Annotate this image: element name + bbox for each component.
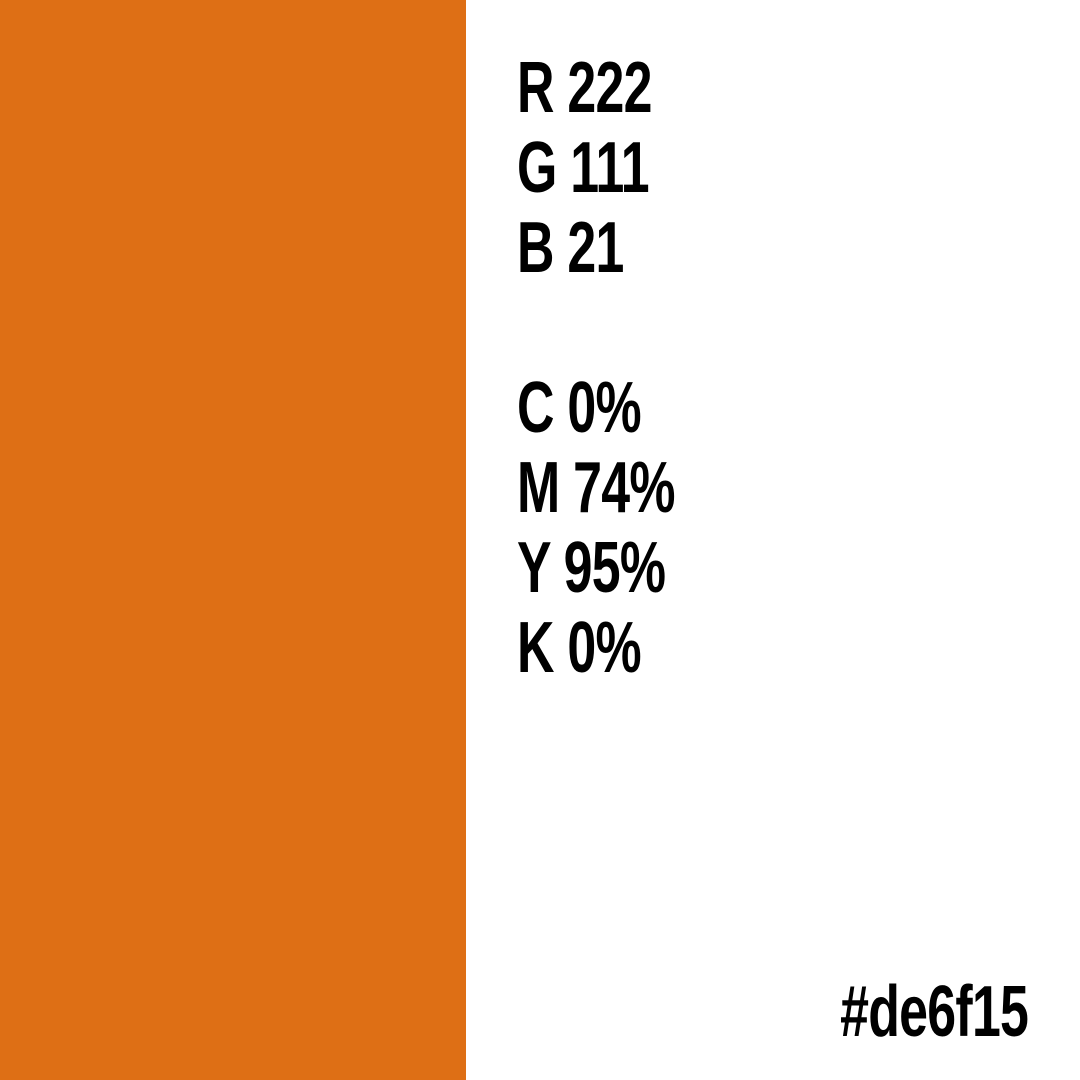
rgb-red-value: R 222 (517, 48, 652, 128)
color-values: R 222 G 111 B 21 C 0% M 74% Y 95% K 0% (517, 48, 736, 688)
cmyk-yellow-value: Y 95% (517, 528, 666, 608)
color-swatch (0, 0, 466, 1080)
rgb-green-value: G 111 (517, 128, 650, 208)
rgb-blue-value: B 21 (517, 208, 624, 288)
cmyk-magenta-value: M 74% (517, 448, 675, 528)
hex-code: #de6f15 (839, 972, 1029, 1052)
section-spacer (517, 288, 736, 368)
cmyk-black-value: K 0% (517, 608, 642, 688)
cmyk-cyan-value: C 0% (517, 368, 642, 448)
